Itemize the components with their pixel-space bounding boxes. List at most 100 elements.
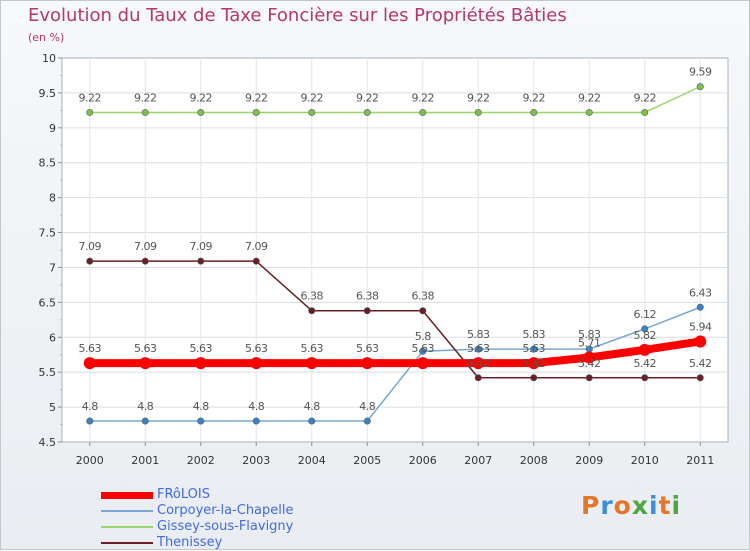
y-tick-label: 5 — [49, 401, 56, 414]
data-label: 6.38 — [412, 290, 435, 303]
data-point-3 — [419, 307, 427, 315]
legend-swatch-frolois — [101, 492, 153, 499]
data-point-2 — [530, 108, 538, 116]
data-label: 5.63 — [301, 342, 324, 355]
data-point-1 — [419, 347, 427, 355]
x-tick-label: 2005 — [353, 454, 381, 467]
data-label: 4.8 — [304, 400, 320, 413]
legend-label-thenissey: Thenissey — [157, 535, 223, 550]
data-label: 9.22 — [634, 91, 657, 104]
data-label: 9.22 — [523, 91, 546, 104]
data-point-2 — [86, 108, 94, 116]
data-point-3 — [197, 257, 205, 265]
data-label: 5.63 — [356, 342, 379, 355]
data-label: 7.09 — [134, 240, 157, 253]
data-label: 5.82 — [634, 329, 657, 342]
data-point-3 — [585, 374, 593, 382]
data-label: 5.94 — [689, 320, 712, 333]
data-label: 9.22 — [190, 91, 213, 104]
y-tick-label: 8 — [49, 192, 56, 205]
chart-title: Evolution du Taux de Taxe Foncière sur l… — [28, 5, 567, 26]
data-label: 6.38 — [356, 290, 379, 303]
y-tick-label: 4.5 — [39, 436, 57, 449]
data-label: 9.22 — [412, 91, 435, 104]
data-label: 9.22 — [578, 91, 601, 104]
data-label: 7.09 — [190, 240, 213, 253]
x-tick-label: 2004 — [298, 454, 326, 467]
data-label: 5.71 — [578, 337, 601, 350]
data-point-3 — [530, 374, 538, 382]
y-tick-label: 5.5 — [39, 366, 57, 379]
data-label: 9.22 — [301, 91, 324, 104]
y-tick-label: 6.5 — [39, 296, 57, 309]
data-label: 5.83 — [523, 328, 546, 341]
logo-letter: P — [581, 491, 601, 520]
series — [83, 83, 707, 425]
data-label: 5.42 — [523, 357, 546, 370]
data-label: 6.38 — [301, 290, 324, 303]
data-point-2 — [585, 108, 593, 116]
data-label: 9.22 — [356, 91, 379, 104]
data-label: 5.63 — [190, 342, 213, 355]
data-label: 5.83 — [578, 328, 601, 341]
data-point-0 — [527, 357, 540, 370]
data-label: 4.8 — [193, 400, 209, 413]
data-label: 7.09 — [245, 240, 268, 253]
data-label: 5.8 — [415, 330, 431, 343]
legend-swatch-corpoyer — [101, 510, 153, 512]
data-label: 5.42 — [689, 357, 712, 370]
data-point-1 — [141, 417, 149, 425]
y-tick-label: 9 — [49, 122, 56, 135]
logo-letter: r — [600, 491, 614, 520]
data-point-1 — [197, 417, 205, 425]
axes: 4.5 5 5.5 6 6.5 7 7.5 8 8.5 9 9.5 10 2000 2001 2002 200… — [39, 52, 715, 467]
series-line-0 — [89, 337, 701, 368]
data-point-3 — [141, 257, 149, 265]
data-point-3 — [641, 374, 649, 382]
data-point-1 — [530, 345, 538, 353]
data-point-0 — [250, 357, 263, 370]
grid — [61, 57, 729, 443]
y-tick-label: 6 — [49, 331, 56, 344]
series-line-3 — [89, 260, 701, 379]
legend-swatch-thenissey — [101, 542, 153, 544]
data-point-0 — [472, 357, 485, 370]
legend-swatch-gissey — [101, 526, 153, 528]
data-label: 5.42 — [634, 357, 657, 370]
data-point-1 — [641, 325, 649, 333]
data-label: 5.63 — [523, 342, 546, 355]
x-tick-label: 2001 — [131, 454, 159, 467]
data-label: 5.63 — [467, 342, 490, 355]
data-label: 6.43 — [689, 286, 712, 299]
data-point-2 — [641, 108, 649, 116]
y-tick-label: 7.5 — [39, 227, 57, 240]
legend-label-gissey: Gissey-sous-Flavigny — [157, 519, 294, 534]
data-label: 9.22 — [79, 91, 102, 104]
logo-letter: t — [658, 491, 672, 520]
data-point-1 — [252, 417, 260, 425]
data-label: 9.22 — [134, 91, 157, 104]
data-label: 6.12 — [634, 308, 657, 321]
data-point-3 — [252, 257, 260, 265]
x-tick-label: 2000 — [76, 454, 104, 467]
data-point-2 — [419, 108, 427, 116]
data-label: 5.42 — [578, 357, 601, 370]
x-tick-label: 2002 — [187, 454, 215, 467]
data-point-0 — [416, 357, 429, 370]
data-label: 5.63 — [79, 342, 102, 355]
legend-label-frolois: FRôLOIS — [157, 487, 210, 502]
data-label: 5.63 — [245, 342, 268, 355]
data-point-0 — [583, 351, 596, 364]
data-point-3 — [86, 257, 94, 265]
y-tick-label: 7 — [49, 261, 56, 274]
x-tick-label: 2009 — [575, 454, 603, 467]
data-point-1 — [474, 345, 482, 353]
data-point-2 — [474, 108, 482, 116]
data-point-2 — [696, 83, 704, 91]
data-point-3 — [696, 374, 704, 382]
x-tick-label: 2003 — [242, 454, 270, 467]
data-label: 7.09 — [79, 240, 102, 253]
logo-letter: i — [671, 491, 682, 520]
data-point-0 — [638, 343, 651, 356]
